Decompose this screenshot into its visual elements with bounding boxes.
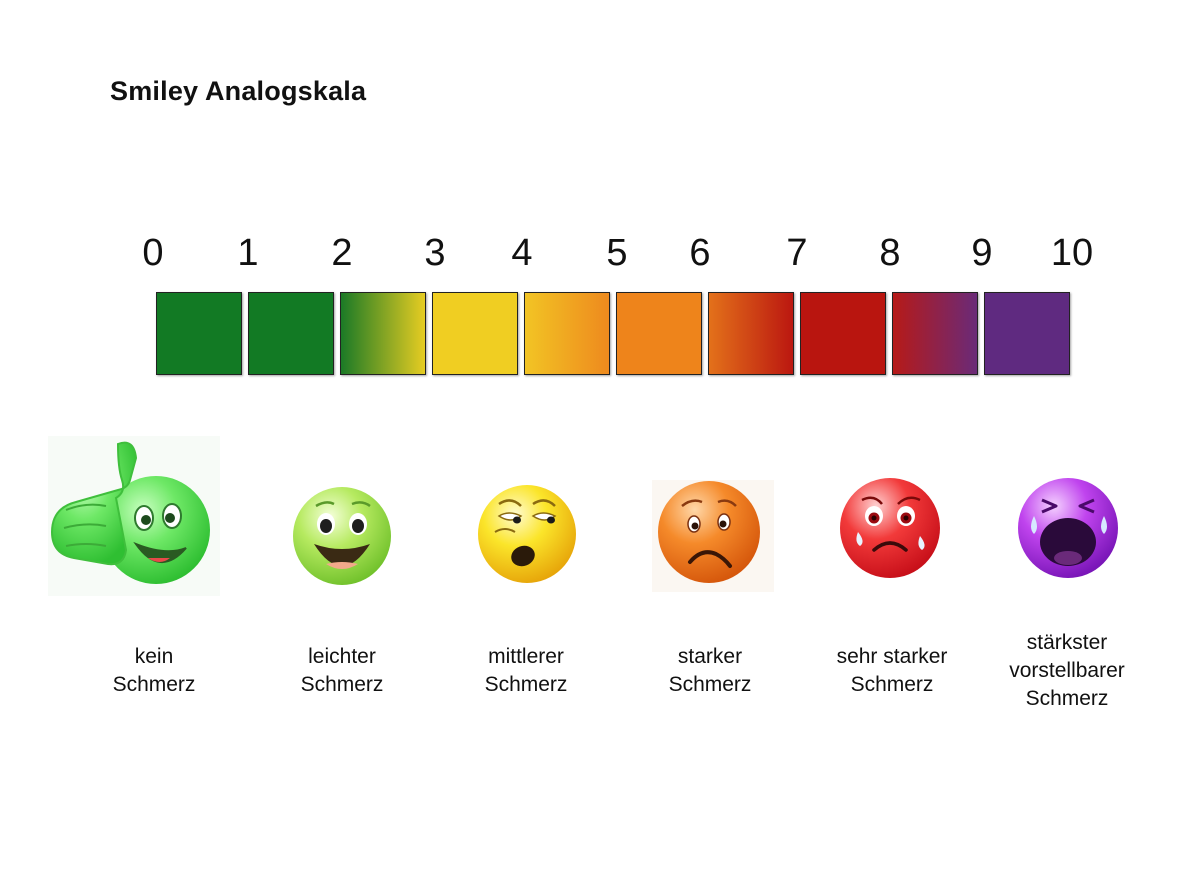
- scale-number-0: 0: [142, 232, 164, 274]
- scale-number-10: 10: [1050, 232, 1094, 274]
- label-line: kein: [134, 645, 174, 668]
- label-line: Schmerz: [850, 673, 934, 696]
- label-strong-pain: starker Schmerz: [625, 643, 795, 699]
- label-line: Schmerz: [484, 673, 568, 696]
- label-line: mittlerer: [488, 645, 564, 668]
- scale-segment: [156, 292, 242, 375]
- scale-segment: [524, 292, 610, 375]
- worried-smiley-icon: [652, 480, 774, 592]
- scale-segment: [892, 292, 978, 375]
- screaming-smiley-icon: [1018, 478, 1118, 578]
- label-no-pain: kein Schmerz: [69, 643, 239, 699]
- scale-segment: [984, 292, 1070, 375]
- label-line: Schmerz: [668, 673, 752, 696]
- scale-number-9: 9: [971, 232, 993, 274]
- scale-number-2: 2: [331, 232, 353, 274]
- label-line: Schmerz: [1025, 687, 1109, 710]
- scale-number-7: 7: [786, 232, 808, 274]
- label-line: Schmerz: [300, 673, 384, 696]
- label-moderate-pain: mittlerer Schmerz: [441, 643, 611, 699]
- label-line: starker: [677, 645, 743, 668]
- surprised-smiley-icon: [478, 485, 576, 583]
- label-mild-pain: leichter Schmerz: [257, 643, 427, 699]
- scale-number-3: 3: [424, 232, 446, 274]
- scale-segment: [340, 292, 426, 375]
- scale-number-5: 5: [606, 232, 628, 274]
- label-very-strong-pain: sehr starker Schmerz: [807, 643, 977, 699]
- label-line: Schmerz: [112, 673, 196, 696]
- scale-number-4: 4: [511, 232, 533, 274]
- laughing-smiley-icon: [293, 487, 391, 585]
- scale-segment: [432, 292, 518, 375]
- label-line: sehr starker: [836, 645, 948, 668]
- crying-smiley-icon: [840, 478, 940, 578]
- thumbs-up-smiley-icon: [48, 436, 220, 596]
- label-line: vorstellbarer: [1009, 659, 1125, 682]
- scale-segment: [708, 292, 794, 375]
- scale-segment: [616, 292, 702, 375]
- label-line: leichter: [308, 645, 376, 668]
- label-line: stärkster: [1026, 631, 1108, 654]
- scale-segment: [248, 292, 334, 375]
- label-worst-pain: stärkster vorstellbarer Schmerz: [982, 629, 1152, 713]
- page-title: Smiley Analogskala: [110, 76, 367, 106]
- scale-number-6: 6: [689, 232, 711, 274]
- scale-segment: [800, 292, 886, 375]
- scale-number-1: 1: [237, 232, 259, 274]
- scale-number-8: 8: [879, 232, 901, 274]
